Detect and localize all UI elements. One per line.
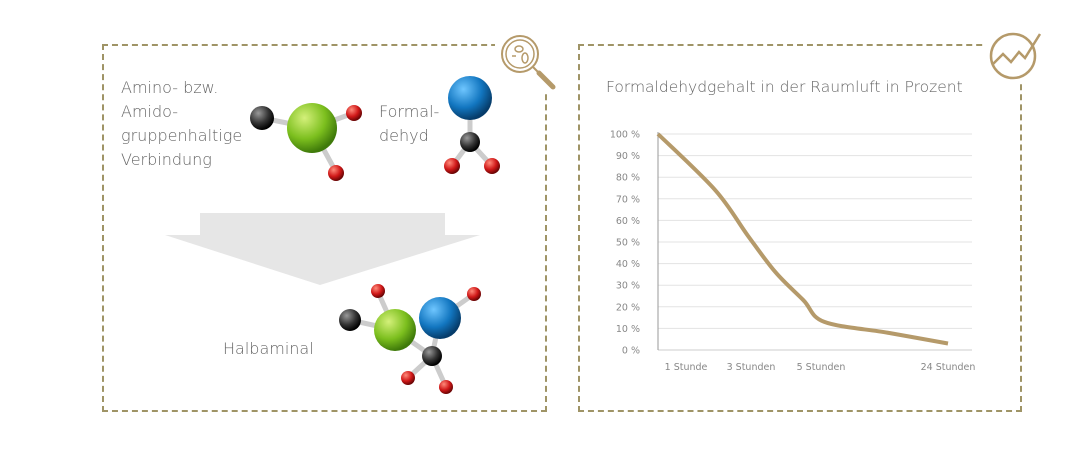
y-tick-label: 50 % <box>616 238 640 249</box>
y-tick-label: 30 % <box>616 281 640 292</box>
y-tick-label: 40 % <box>616 259 640 270</box>
x-tick-label: 3 Stunden <box>727 362 776 373</box>
y-tick-label: 70 % <box>616 194 640 205</box>
x-tick-label: 5 Stunden <box>797 362 846 373</box>
reactant-2-label: Formal- dehyd <box>379 102 440 145</box>
y-tick-label: 20 % <box>616 302 640 313</box>
amino-molecule <box>250 103 362 181</box>
y-tick-label: 100 % <box>610 130 640 141</box>
magnifier-bacteria-icon <box>495 30 565 92</box>
formaldehyde-line-chart: Formaldehydgehalt in der Raumluft in Pro… <box>606 78 976 373</box>
y-tick-label: 10 % <box>616 324 640 335</box>
chart-panel <box>578 44 1022 412</box>
formaldehyde-molecule <box>444 76 500 174</box>
y-tick-label: 60 % <box>616 216 640 227</box>
trend-chart-icon <box>985 30 1045 82</box>
x-tick-label: 1 Stunde <box>665 362 708 373</box>
reaction-arrow <box>165 213 480 285</box>
series-line <box>656 132 949 346</box>
y-tick-label: 90 % <box>616 151 640 162</box>
y-tick-label: 0 % <box>622 346 640 357</box>
x-tick-label: 24 Stunden <box>921 362 976 373</box>
chart-title: Formaldehydgehalt in der Raumluft in Pro… <box>606 78 963 96</box>
y-tick-label: 80 % <box>616 173 640 184</box>
halbaminal-molecule <box>339 284 481 394</box>
reaction-panel <box>102 44 547 412</box>
reactant-1-label: Amino- bzw. Amido- gruppenhaltige Verbin… <box>121 78 243 169</box>
product-label: Halbaminal <box>223 339 314 358</box>
